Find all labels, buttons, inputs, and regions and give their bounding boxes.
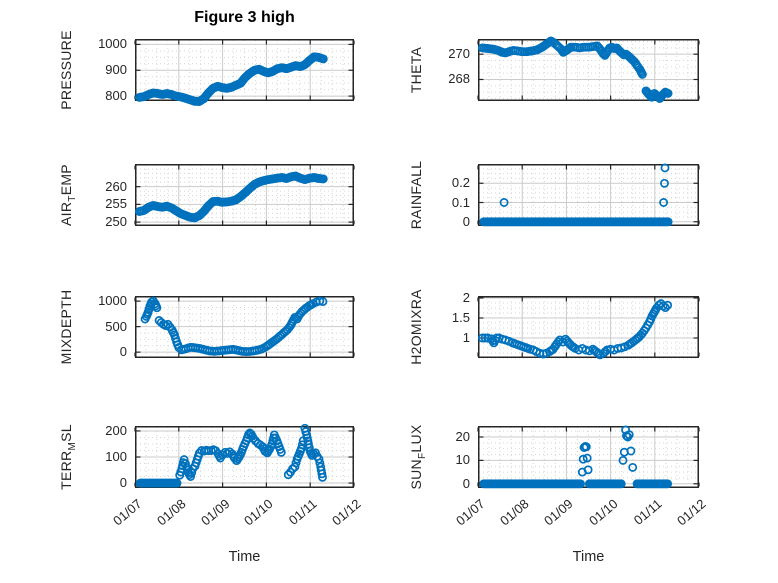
data-points — [135, 423, 327, 488]
subplot-sun-flux: SUNFLUX 0 10 20 01/07 01/08 01/09 01/10 01/11 01… — [408, 424, 709, 528]
plot-area-rainfall — [477, 163, 700, 227]
subplot-rainfall: RAINFALL 0 0.1 0.2 — [408, 161, 700, 229]
x-tick-label: 01/08 — [497, 496, 532, 529]
y-tick-label: 10 — [455, 452, 470, 468]
y-tick-label: 268 — [448, 71, 470, 87]
axes-frame — [478, 39, 699, 101]
y-tick-label: 0.1 — [451, 194, 470, 210]
subplot-air-temp: AIRTEMP 250 255 260 — [58, 164, 355, 229]
subplot-terr-msl: TERRMSL 0 100 200 01/07 01/08 01/09 01/10 01/11… — [58, 423, 364, 528]
tick-marks — [477, 297, 700, 357]
x-tick-label: 01/09 — [541, 496, 577, 529]
tick-marks — [477, 165, 700, 225]
axes-frame — [135, 426, 354, 488]
y-tick-label: 0 — [119, 344, 127, 360]
x-axis-label-right: Time — [572, 549, 605, 565]
plot-area-air-temp — [134, 164, 355, 226]
subplot-h2omixra: H2OMIXRA 1 1.5 2 — [408, 289, 700, 365]
y-tick-label: 2 — [462, 290, 470, 305]
axes-frame — [135, 296, 354, 358]
subplot-theta: THETA 268 270 — [408, 36, 700, 103]
x-tick-label: 01/11 — [285, 496, 320, 528]
plot-area-pressure — [134, 39, 355, 106]
data-points — [477, 299, 673, 360]
y-tick-label: 500 — [105, 318, 127, 334]
y-tick-label: 1 — [462, 330, 470, 345]
y-tick-label: 270 — [448, 46, 470, 62]
y-tick-label: 0 — [462, 213, 470, 229]
data-points — [477, 36, 673, 103]
y-tick-label: 100 — [105, 449, 127, 464]
y-tick-label: 1000 — [98, 36, 127, 52]
x-tick-label: 01/10 — [585, 496, 621, 529]
y-tick-label: 0 — [462, 475, 470, 491]
x-tick-label: 01/07 — [110, 496, 145, 529]
x-tick-label: 01/07 — [453, 496, 488, 529]
plot-area-terr-msl — [134, 423, 355, 488]
data-points — [140, 296, 328, 357]
x-tick-label: 01/12 — [329, 496, 364, 529]
plot-area-mixdepth — [134, 296, 355, 358]
y-tick-label: 0.2 — [451, 175, 470, 191]
plot-area-theta — [477, 36, 700, 103]
axes-frame — [478, 296, 699, 358]
y-tick-label: 250 — [105, 214, 127, 230]
y-tick-label: 1000 — [98, 293, 127, 309]
plot-area-sun-flux — [477, 425, 700, 489]
data-points — [134, 171, 328, 223]
y-tick-label: 200 — [105, 422, 127, 438]
y-tick-label: 900 — [105, 62, 127, 78]
plot-area-h2omixra — [477, 296, 700, 360]
y-tick-label: 0 — [119, 475, 127, 491]
figure-title: Figure 3 high — [194, 9, 295, 26]
tick-marks — [134, 165, 355, 225]
subplot-mixdepth: MIXDEPTH 0 500 1000 — [58, 290, 355, 364]
y-tick-label: 1.5 — [451, 310, 470, 325]
x-axis-label-left: Time — [228, 549, 261, 565]
axes-frame — [135, 39, 354, 101]
y-tick-label: 255 — [105, 196, 127, 212]
subplot-pressure: PRESSURE 800 900 1000 — [58, 30, 355, 110]
data-points — [479, 425, 673, 489]
x-tick-label: 01/12 — [674, 496, 709, 529]
minor-grid — [479, 427, 698, 487]
y-tick-label: 260 — [105, 178, 127, 194]
data-points — [134, 52, 328, 106]
data-points — [479, 163, 673, 227]
x-tick-label: 01/11 — [630, 496, 665, 528]
x-tick-label: 01/10 — [241, 496, 277, 529]
y-tick-label: 800 — [105, 88, 127, 104]
axes-frame — [135, 164, 354, 226]
x-tick-label: 01/08 — [153, 496, 189, 529]
y-tick-label: 20 — [455, 428, 470, 444]
minor-grid — [479, 165, 698, 225]
tick-marks — [477, 40, 700, 100]
x-tick-label: 01/09 — [197, 496, 233, 529]
